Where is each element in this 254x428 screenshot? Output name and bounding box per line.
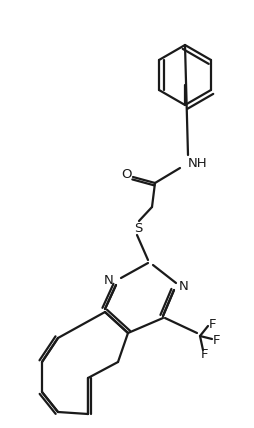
Text: N: N [179,279,189,292]
Text: F: F [201,348,209,360]
Text: N: N [104,273,114,286]
Text: NH: NH [188,157,208,169]
Text: O: O [122,167,132,181]
Text: F: F [213,335,221,348]
Text: S: S [134,222,142,235]
Text: F: F [208,318,216,330]
